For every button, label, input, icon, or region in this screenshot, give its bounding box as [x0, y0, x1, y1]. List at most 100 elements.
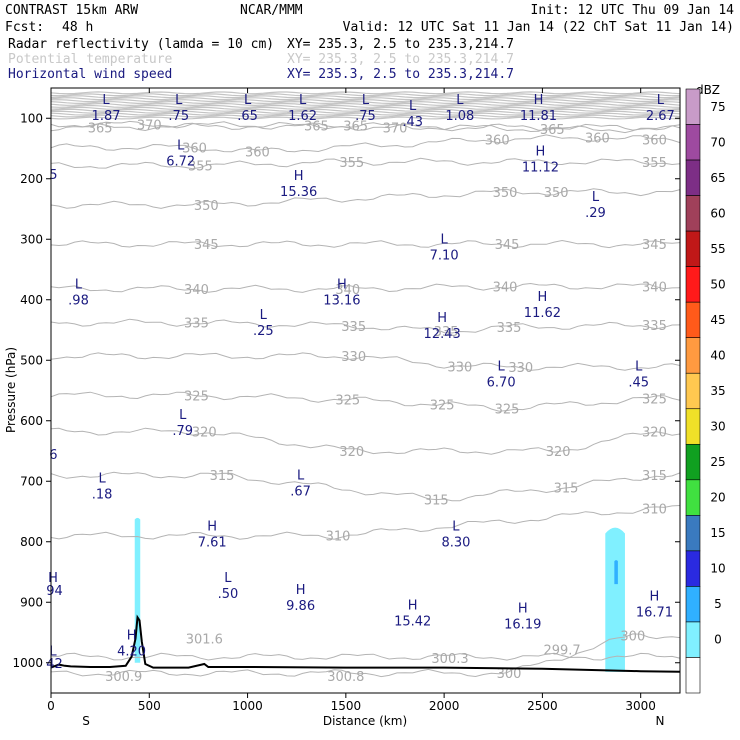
- theta-isoline: [51, 471, 680, 502]
- theta-label: 320: [546, 445, 571, 460]
- theta-isoline: [51, 282, 680, 293]
- theta-label: 310: [642, 502, 667, 517]
- theta-isoline-upper: [51, 104, 680, 108]
- theta-isoline-upper: [51, 110, 680, 114]
- theta-label: 320: [642, 426, 667, 441]
- wind-high-marker: H: [650, 589, 660, 604]
- theta-isoline: [51, 652, 680, 661]
- theta-isoline: [51, 318, 680, 334]
- theta-label: 325: [184, 389, 209, 404]
- wind-extremum-value: 8.30: [441, 536, 470, 551]
- wind-low-marker: L: [260, 308, 268, 323]
- wind-high-marker: H: [296, 583, 306, 598]
- y-tick-label: 200: [20, 172, 43, 186]
- theta-isoline-upper: [51, 95, 680, 99]
- field-name-reflectivity: Radar reflectivity (lamda = 10 cm): [8, 37, 274, 52]
- theta-label: 300.8: [327, 670, 364, 685]
- theta-isoline: [51, 188, 680, 209]
- theta-isoline: [51, 239, 680, 249]
- wind-extremum-value: 12.43: [424, 327, 461, 342]
- wind-extremum-value: .75: [355, 109, 376, 124]
- colorbar-label: 35: [710, 384, 725, 398]
- theta-label: 335: [434, 325, 459, 340]
- colorbar-swatch: [685, 657, 701, 694]
- edge-label: 5: [49, 168, 57, 183]
- theta-isoline-upper: [51, 116, 680, 120]
- theta-label: 340: [642, 280, 667, 295]
- theta-label: 335: [184, 317, 209, 332]
- theta-label: 335: [497, 321, 522, 336]
- wind-low-marker: L: [224, 571, 232, 586]
- wind-speed-extrema-layer: L1.87L.75L.65L1.62L.75L.43L1.08H11.81L2.…: [46, 93, 675, 672]
- theta-label: 350: [493, 186, 518, 201]
- colorbar-swatch: [685, 266, 701, 303]
- colorbar-swatch: [685, 159, 701, 196]
- theta-label: 370: [383, 121, 408, 136]
- theta-isoline-upper: [51, 114, 680, 118]
- y-tick-label: 500: [20, 353, 43, 367]
- theta-isoline: [51, 134, 680, 153]
- colorbar-units: dBZ: [696, 83, 720, 97]
- theta-isoline: [51, 427, 680, 455]
- wind-high-marker: H: [294, 169, 304, 184]
- theta-isoline: [51, 391, 680, 412]
- wind-high-marker: H: [127, 629, 137, 644]
- colorbar-label: 50: [710, 277, 725, 291]
- theta-label: 301.6: [186, 633, 223, 648]
- x-axis: 0 500 1000 1500 2000 2500 3000: [47, 88, 656, 713]
- colorbar-label: 70: [710, 135, 725, 149]
- colorbar-label: 5: [714, 597, 722, 611]
- y-tick-label: 100: [20, 111, 43, 125]
- colorbar-label: 15: [710, 526, 725, 540]
- theta-isoline-upper: [51, 100, 680, 105]
- reflectivity-cell: [605, 527, 625, 672]
- theta-label: 340: [493, 280, 518, 295]
- colorbar-swatch: [685, 230, 701, 267]
- colorbar-label: 40: [710, 348, 725, 362]
- theta-label: 350: [544, 186, 569, 201]
- theta-label: 365: [343, 120, 368, 135]
- theta-label: 340: [335, 283, 360, 298]
- wind-low-marker: L: [98, 471, 106, 486]
- wind-high-marker: H: [518, 601, 528, 616]
- x-tick-label: 0: [47, 699, 55, 713]
- colorbar-label: 10: [710, 562, 725, 576]
- theta-label: 340: [184, 283, 209, 298]
- colorbar-swatch: [685, 124, 701, 161]
- wind-extremum-value: .43: [402, 115, 423, 130]
- wind-extremum-value: 16.71: [636, 605, 673, 620]
- x-axis-north-label: N: [656, 714, 665, 728]
- colorbar-swatch: [685, 372, 701, 410]
- wind-low-marker: L: [244, 93, 252, 108]
- theta-label: 335: [642, 319, 667, 334]
- y-tick-label: 800: [20, 535, 43, 549]
- edge-label: 6: [49, 448, 57, 463]
- theta-label: 355: [188, 159, 213, 174]
- wind-extremum-value: 7.10: [430, 248, 459, 263]
- y-axis: 100 200 300 400 500 600 700 800 900 1000: [12, 111, 680, 670]
- theta-label: 325: [335, 394, 360, 409]
- forecast-label: Fcst:: [5, 20, 44, 35]
- colorbar-label: 75: [710, 100, 725, 114]
- theta-label: 365: [540, 123, 565, 138]
- wind-low-marker: L: [179, 408, 187, 423]
- edge-label: 94: [46, 584, 63, 599]
- x-tick-label: 3000: [625, 699, 656, 713]
- x-axis-south-label: S: [82, 714, 90, 728]
- wind-extremum-value: .50: [218, 587, 239, 602]
- theta-isoline-upper: [51, 106, 680, 110]
- y-tick-label: 600: [20, 414, 43, 428]
- y-tick-label: 400: [20, 293, 43, 307]
- colorbar-label: 30: [710, 420, 725, 434]
- field-xy-theta: XY= 235.3, 2.5 to 235.3,214.7: [287, 52, 514, 67]
- wind-extremum-value: 1.62: [288, 109, 317, 124]
- plot-frame: [50, 87, 681, 694]
- wind-extremum-value: .79: [172, 424, 193, 439]
- theta-label: 300.9: [105, 670, 142, 685]
- theta-label: 325: [495, 403, 520, 418]
- theta-label: 365: [88, 121, 113, 136]
- theta-isoline-upper: [51, 97, 680, 101]
- theta-isoline: [51, 121, 680, 134]
- colorbar-swatch: [685, 88, 701, 125]
- theta-label: 360: [245, 146, 270, 161]
